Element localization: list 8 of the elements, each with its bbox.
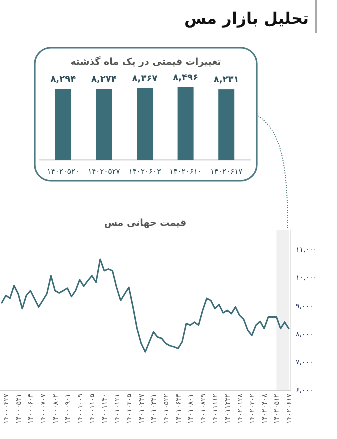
data-label: ۸,۲۳۱ [214,76,240,86]
data-label: ۸,۴۹۶ [173,73,199,84]
chart-subtitle: تغییرات قیمتی در یک ماه گذشته [70,56,222,68]
chart-title: تحلیل بازار مس [184,9,309,28]
data-label: ۸,۲۹۴ [50,75,77,85]
data-label: ۸,۳۶۷ [132,74,158,84]
data-label: ۸,۲۷۴ [91,75,118,86]
chart-title: قیمت جهانی مس [104,218,187,229]
